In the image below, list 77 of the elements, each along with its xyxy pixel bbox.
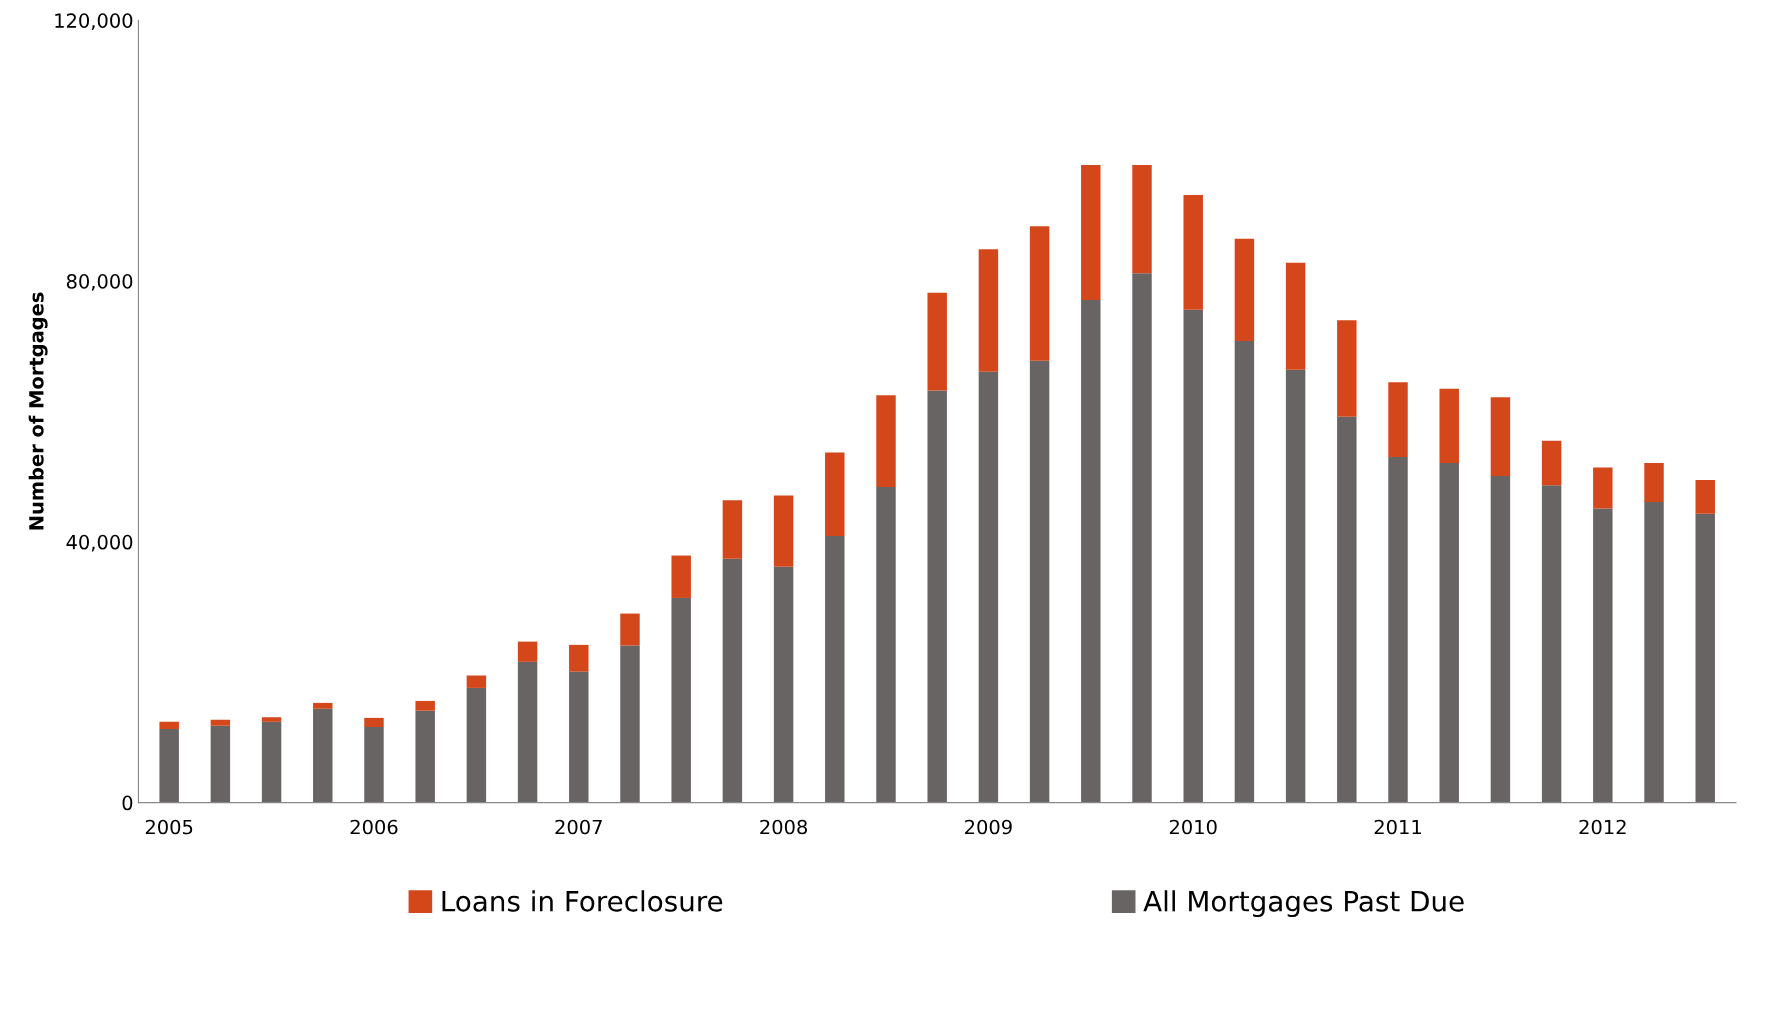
bar	[1132, 165, 1152, 274]
bar	[466, 687, 487, 803]
bar	[159, 728, 179, 803]
bar	[671, 555, 691, 598]
bar	[1490, 397, 1511, 477]
bar	[364, 727, 384, 803]
bar	[1234, 341, 1255, 803]
bar	[876, 487, 896, 803]
bar	[927, 292, 947, 391]
bar	[415, 710, 435, 803]
bar	[569, 671, 589, 803]
bar	[1388, 457, 1408, 803]
bar	[620, 645, 640, 803]
bar	[1081, 300, 1101, 803]
bar	[978, 371, 999, 803]
bar	[466, 675, 487, 688]
y-axis-title: Number of Mortgages	[28, 292, 48, 530]
bar	[825, 452, 845, 536]
legend-label: All Mortgages Past Due	[1143, 890, 1464, 918]
bar	[1695, 513, 1715, 803]
bar	[364, 717, 384, 728]
bar	[1644, 502, 1664, 803]
bar	[1337, 320, 1357, 417]
x-tick-label: 2008	[760, 819, 808, 835]
bar	[1029, 360, 1050, 803]
bar	[517, 661, 538, 803]
legend-label: Loans in Foreclosure	[442, 890, 723, 912]
bar	[1644, 462, 1664, 503]
bar	[569, 644, 589, 672]
bar	[517, 641, 538, 662]
bar	[722, 500, 743, 559]
bar	[1132, 273, 1152, 803]
bar	[1029, 226, 1050, 361]
bar	[1183, 309, 1203, 803]
bar	[773, 495, 794, 567]
x-tick-label: 2012	[1579, 819, 1626, 835]
bar	[313, 702, 333, 709]
bar	[1388, 382, 1408, 458]
bar	[1593, 508, 1613, 803]
y-tick-label: 40,000	[66, 534, 133, 552]
bar	[1183, 195, 1203, 310]
bar	[210, 719, 231, 726]
bar	[1593, 467, 1613, 509]
bar	[1337, 416, 1357, 803]
x-tick-label: 2006	[350, 819, 398, 835]
bar	[927, 390, 947, 803]
bar	[1541, 485, 1562, 803]
bar	[620, 613, 640, 646]
bar	[210, 725, 231, 803]
x-tick-label: 2010	[1169, 819, 1217, 835]
bar	[773, 566, 794, 803]
bar	[415, 700, 435, 711]
x-tick-label: 2011	[1374, 819, 1421, 835]
y-tick-label: 80,000	[66, 274, 133, 291]
bar	[1439, 462, 1459, 803]
bar	[261, 717, 282, 722]
bar	[722, 558, 743, 803]
y-tick-label: 0	[122, 795, 133, 811]
x-tick-label: 2005	[145, 819, 193, 835]
bar	[313, 708, 333, 803]
bar	[1234, 238, 1255, 342]
bar	[261, 721, 282, 803]
bar	[978, 249, 999, 372]
x-tick-label: 2009	[965, 819, 1012, 835]
y-tick-label: 120,000	[55, 13, 133, 30]
bar	[1285, 369, 1306, 803]
bar	[825, 536, 845, 803]
bar	[1285, 262, 1306, 370]
bar	[159, 721, 179, 729]
bar	[1439, 388, 1459, 463]
bar	[1081, 165, 1101, 300]
x-tick-label: 2007	[555, 819, 602, 835]
bar	[671, 597, 691, 803]
bar	[876, 395, 896, 488]
bar	[1490, 476, 1511, 803]
bar	[1541, 440, 1562, 486]
bar	[1695, 479, 1715, 514]
